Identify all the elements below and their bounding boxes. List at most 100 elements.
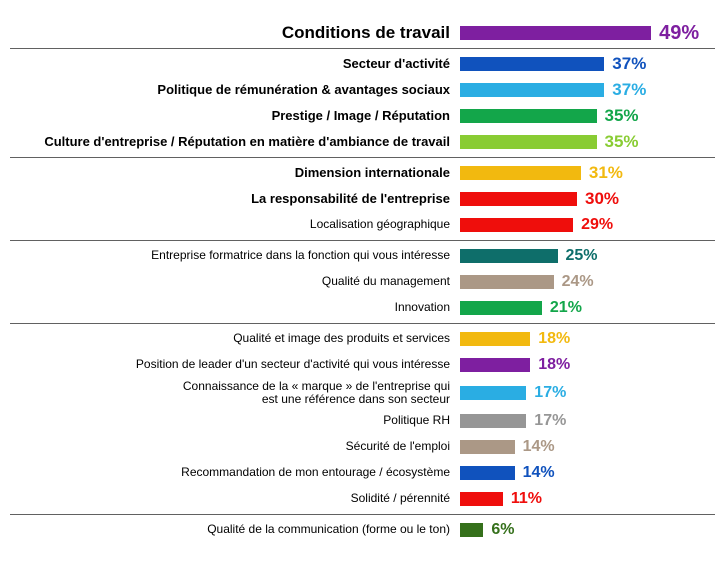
bar-row: Connaissance de la « marque » de l'entre… — [10, 378, 715, 408]
bar-row: Qualité du management 24% — [10, 269, 715, 295]
bar-cell: 17% — [460, 378, 715, 408]
bar — [460, 523, 483, 537]
bar-label: Politique de rémunération & avantages so… — [10, 83, 460, 97]
bar — [460, 249, 558, 263]
group-divider — [10, 323, 715, 324]
bar-cell: 21% — [460, 295, 715, 321]
bar-cell: 35% — [460, 103, 715, 129]
bar-cell: 17% — [460, 408, 715, 434]
group-divider — [10, 240, 715, 241]
bar — [460, 109, 597, 123]
bar — [460, 440, 515, 454]
bar-cell: 25% — [460, 243, 715, 269]
bar-value: 18% — [530, 330, 570, 348]
bar — [460, 83, 604, 97]
bar — [460, 192, 577, 206]
bar — [460, 26, 651, 40]
bar-value: 17% — [526, 384, 566, 402]
bar-label: Localisation géographique — [10, 218, 460, 231]
bar — [460, 466, 515, 480]
bar-value: 11% — [503, 490, 542, 508]
bar-cell: 30% — [460, 186, 715, 212]
group-divider — [10, 48, 715, 49]
bar-row: Politique RH 17% — [10, 408, 715, 434]
bar-label: Qualité de la communication (forme ou le… — [10, 523, 460, 536]
bar-value: 37% — [604, 80, 646, 100]
bar — [460, 275, 554, 289]
bar — [460, 332, 530, 346]
bar-row: Entreprise formatrice dans la fonction q… — [10, 243, 715, 269]
bar-row: Qualité et image des produits et service… — [10, 326, 715, 352]
bar-cell: 37% — [460, 77, 715, 103]
bar-value: 24% — [554, 273, 594, 291]
group-divider — [10, 157, 715, 158]
bar — [460, 386, 526, 400]
bar-cell: 35% — [460, 129, 715, 155]
bar-label: Position de leader d'un secteur d'activi… — [10, 358, 460, 371]
bar-row: Solidité / pérennité 11% — [10, 486, 715, 512]
bar-cell: 6% — [460, 517, 715, 543]
bar-label: Qualité et image des produits et service… — [10, 332, 460, 345]
bar-row: Prestige / Image / Réputation 35% — [10, 103, 715, 129]
bar-row: Secteur d'activité 37% — [10, 51, 715, 77]
bar-label: Qualité du management — [10, 275, 460, 288]
bar-value: 30% — [577, 189, 619, 209]
bar — [460, 135, 597, 149]
bar-cell: 24% — [460, 269, 715, 295]
bar-value: 14% — [515, 438, 555, 456]
bar-label: Prestige / Image / Réputation — [10, 109, 460, 123]
bar-value: 18% — [530, 356, 570, 374]
bar-cell: 29% — [460, 212, 715, 238]
bar-row: La responsabilité de l'entreprise 30% — [10, 186, 715, 212]
group-divider — [10, 514, 715, 515]
bar-cell: 49% — [460, 20, 715, 46]
bar-value: 21% — [542, 299, 582, 317]
bar-row: Innovation 21% — [10, 295, 715, 321]
bar-cell: 14% — [460, 460, 715, 486]
bar-row: Culture d'entreprise / Réputation en mat… — [10, 129, 715, 155]
bar-label: Conditions de travail — [10, 24, 460, 43]
bar-value: 49% — [651, 22, 699, 45]
bar-value: 14% — [515, 464, 555, 482]
bar-row: Sécurité de l'emploi 14% — [10, 434, 715, 460]
bar-row: Qualité de la communication (forme ou le… — [10, 517, 715, 543]
bar-cell: 11% — [460, 486, 715, 512]
bar — [460, 218, 573, 232]
bar-label: Innovation — [10, 301, 460, 314]
bar-value: 25% — [558, 247, 598, 265]
bar-value: 35% — [597, 106, 639, 126]
bar-value: 31% — [581, 163, 623, 183]
bar-row: Localisation géographique29% — [10, 212, 715, 238]
bar-cell: 18% — [460, 352, 715, 378]
bar-cell: 18% — [460, 326, 715, 352]
bar-row: Recommandation de mon entourage / écosys… — [10, 460, 715, 486]
bar-label: Recommandation de mon entourage / écosys… — [10, 466, 460, 479]
bar-row: Conditions de travail 49% — [10, 20, 715, 46]
bar-label: Connaissance de la « marque » de l'entre… — [10, 380, 460, 406]
bar-label: Sécurité de l'emploi — [10, 440, 460, 453]
bar-value: 6% — [483, 521, 514, 539]
bar — [460, 301, 542, 315]
bar-row: Politique de rémunération & avantages so… — [10, 77, 715, 103]
bar-label: Solidité / pérennité — [10, 492, 460, 505]
bar-value: 37% — [604, 54, 646, 74]
bar-cell: 14% — [460, 434, 715, 460]
bar-row: Dimension internationale 31% — [10, 160, 715, 186]
bar — [460, 57, 604, 71]
bar — [460, 414, 526, 428]
bar-label: Dimension internationale — [10, 166, 460, 180]
bar-label: Politique RH — [10, 414, 460, 427]
bar-label: Culture d'entreprise / Réputation en mat… — [10, 135, 460, 149]
bar — [460, 358, 530, 372]
horizontal-bar-chart: Conditions de travail 49% Secteur d'activi… — [10, 20, 715, 543]
bar — [460, 166, 581, 180]
bar-cell: 31% — [460, 160, 715, 186]
bar-label: Secteur d'activité — [10, 57, 460, 71]
bar-row: Position de leader d'un secteur d'activi… — [10, 352, 715, 378]
bar-value: 35% — [597, 132, 639, 152]
bar-value: 17% — [526, 412, 566, 430]
bar-label: Entreprise formatrice dans la fonction q… — [10, 249, 460, 262]
bar — [460, 492, 503, 506]
bar-label: La responsabilité de l'entreprise — [10, 192, 460, 206]
bar-cell: 37% — [460, 51, 715, 77]
